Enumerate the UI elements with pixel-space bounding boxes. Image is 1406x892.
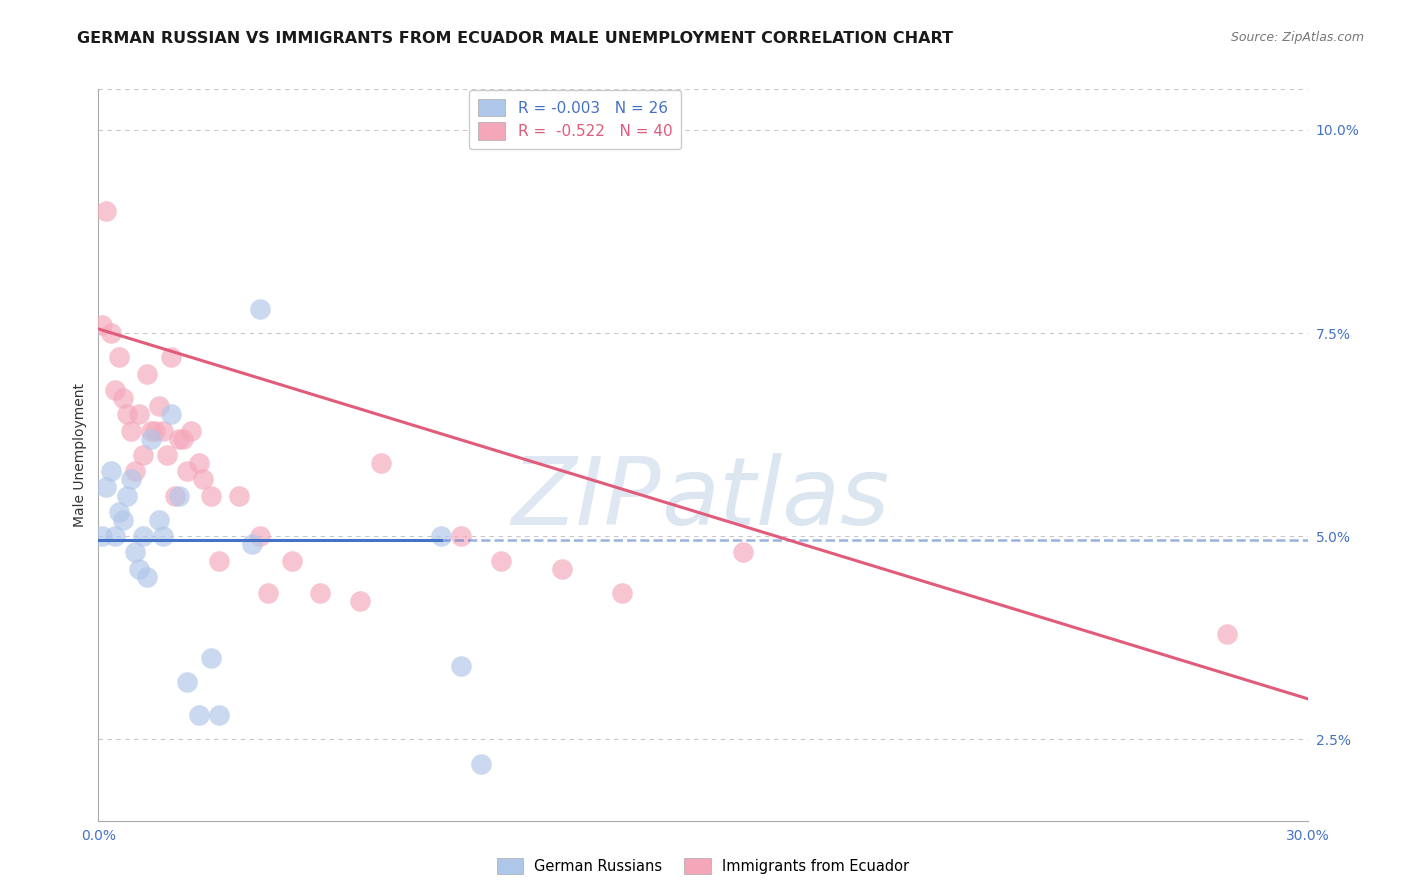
Point <box>176 675 198 690</box>
Text: Source: ZipAtlas.com: Source: ZipAtlas.com <box>1230 31 1364 45</box>
Point <box>124 545 146 559</box>
Point <box>309 586 332 600</box>
Point <box>551 562 574 576</box>
Point <box>208 553 231 567</box>
Point <box>152 529 174 543</box>
Point <box>91 318 114 332</box>
Point <box>91 529 114 543</box>
Point <box>128 407 150 421</box>
Point <box>172 432 194 446</box>
Point <box>612 586 634 600</box>
Point <box>176 464 198 478</box>
Point <box>103 383 125 397</box>
Point <box>111 391 134 405</box>
Point <box>200 651 222 665</box>
Point <box>240 537 263 551</box>
Point <box>188 708 211 723</box>
Point <box>128 562 150 576</box>
Legend: R = -0.003   N = 26, R =  -0.522   N = 40: R = -0.003 N = 26, R = -0.522 N = 40 <box>468 89 682 149</box>
Point <box>115 489 138 503</box>
Point <box>100 326 122 340</box>
Point <box>103 529 125 543</box>
Point <box>139 432 162 446</box>
Point <box>349 594 371 608</box>
Point <box>281 553 304 567</box>
Point <box>107 505 129 519</box>
Point <box>249 301 271 316</box>
Point <box>370 456 392 470</box>
Point <box>111 513 134 527</box>
Point <box>148 399 170 413</box>
Point <box>163 489 186 503</box>
Point <box>124 464 146 478</box>
Point <box>115 407 138 421</box>
Point <box>100 464 122 478</box>
Point <box>249 529 271 543</box>
Point <box>148 513 170 527</box>
Point <box>450 529 472 543</box>
Point <box>96 204 118 219</box>
Point <box>96 480 118 494</box>
Point <box>160 407 183 421</box>
Point <box>132 529 155 543</box>
Point <box>167 489 190 503</box>
Text: ZIP: ZIP <box>510 453 661 544</box>
Point <box>167 432 190 446</box>
Point <box>430 529 453 543</box>
Y-axis label: Male Unemployment: Male Unemployment <box>73 383 87 527</box>
Point <box>193 472 215 486</box>
Point <box>1216 626 1239 640</box>
Legend: German Russians, Immigrants from Ecuador: German Russians, Immigrants from Ecuador <box>491 852 915 880</box>
Point <box>139 424 162 438</box>
Point <box>208 708 231 723</box>
Point <box>120 472 142 486</box>
Point <box>180 424 202 438</box>
Text: GERMAN RUSSIAN VS IMMIGRANTS FROM ECUADOR MALE UNEMPLOYMENT CORRELATION CHART: GERMAN RUSSIAN VS IMMIGRANTS FROM ECUADO… <box>77 31 953 46</box>
Point <box>135 570 157 584</box>
Point <box>188 456 211 470</box>
Point <box>256 586 278 600</box>
Point <box>107 351 129 365</box>
Point <box>733 545 755 559</box>
Point <box>143 424 166 438</box>
Point <box>228 489 250 503</box>
Point <box>152 424 174 438</box>
Point <box>160 351 183 365</box>
Point <box>450 659 472 673</box>
Point <box>156 448 179 462</box>
Point <box>132 448 155 462</box>
Point <box>120 424 142 438</box>
Point <box>135 367 157 381</box>
Text: atlas: atlas <box>661 453 889 544</box>
Point <box>470 756 492 771</box>
Point <box>491 553 513 567</box>
Point <box>200 489 222 503</box>
